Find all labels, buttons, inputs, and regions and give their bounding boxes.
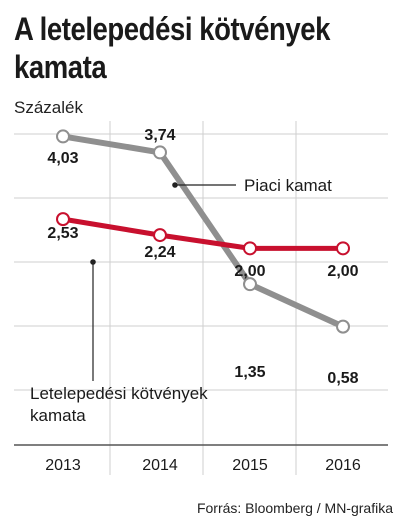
source-note: Forrás: Bloomberg / MN-grafika — [196, 500, 393, 516]
bond-data-label: 2,00 — [234, 263, 265, 280]
series-line-bond — [62, 216, 343, 251]
bond-point — [56, 212, 70, 227]
bond-point — [153, 228, 167, 243]
chart-title: A letelepedési kötvények kamata — [14, 11, 330, 85]
bond-data-label: 2,00 — [327, 263, 358, 280]
market-point — [243, 277, 257, 292]
legend-label-market: Piaci kamat — [244, 176, 332, 195]
legend-label-bond: Letelepedési kötvények kamata — [30, 384, 208, 425]
bond-data-label: 2,24 — [144, 244, 175, 261]
bond-label-leader-dot — [90, 259, 96, 265]
market-data-label: 4,03 — [47, 150, 78, 167]
x-tick-label: 2013 — [45, 457, 81, 474]
x-tick-label: 2016 — [325, 457, 361, 474]
market-data-label: 0,58 — [327, 370, 358, 387]
market-data-label: 1,35 — [234, 364, 265, 381]
series-line-market — [62, 133, 345, 330]
bond-data-label: 2,53 — [47, 225, 78, 242]
x-tick-label: 2015 — [232, 457, 268, 474]
market-point — [153, 145, 167, 160]
market-point — [336, 319, 350, 334]
market-point — [56, 129, 70, 144]
market-data-label: 3,74 — [144, 127, 175, 144]
market-label-leader-dot — [172, 182, 178, 188]
x-tick-label: 2014 — [142, 457, 178, 474]
unit-label: Százalék — [14, 98, 83, 117]
bond-point — [336, 241, 350, 256]
bond-point — [243, 241, 257, 256]
